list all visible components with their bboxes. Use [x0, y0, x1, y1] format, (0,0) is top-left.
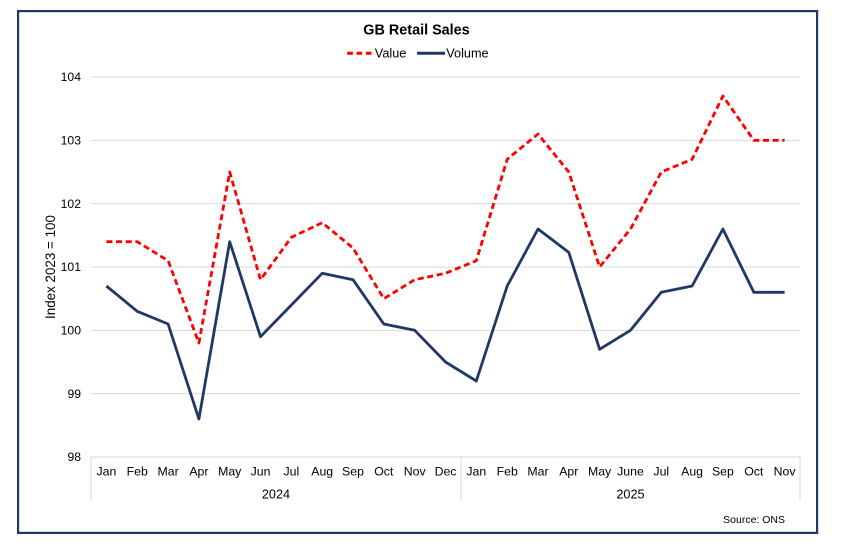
svg-text:103: 103 — [61, 133, 82, 147]
svg-text:May: May — [218, 465, 242, 479]
svg-text:Jan: Jan — [466, 465, 486, 479]
svg-text:102: 102 — [61, 197, 82, 211]
svg-text:Jul: Jul — [284, 465, 300, 479]
svg-text:99: 99 — [67, 387, 81, 401]
svg-text:Jun: Jun — [251, 465, 271, 479]
svg-text:2025: 2025 — [616, 488, 644, 502]
svg-text:Oct: Oct — [744, 465, 764, 479]
svg-text:Jan: Jan — [96, 465, 116, 479]
svg-text:101: 101 — [61, 260, 82, 274]
svg-text:Sep: Sep — [712, 465, 734, 479]
svg-text:Sep: Sep — [342, 465, 364, 479]
svg-text:Feb: Feb — [497, 465, 518, 479]
svg-text:GB Retail Sales: GB Retail Sales — [363, 22, 469, 38]
svg-text:Apr: Apr — [559, 465, 578, 479]
svg-text:Apr: Apr — [189, 465, 208, 479]
svg-text:Dec: Dec — [435, 465, 457, 479]
svg-text:Mar: Mar — [158, 465, 179, 479]
svg-text:May: May — [588, 465, 612, 479]
svg-text:Value: Value — [375, 47, 407, 61]
svg-text:Aug: Aug — [681, 465, 703, 479]
svg-text:Source: ONS: Source: ONS — [723, 514, 785, 526]
svg-text:Volume: Volume — [446, 47, 488, 61]
svg-text:June: June — [617, 465, 644, 479]
svg-text:100: 100 — [61, 323, 82, 337]
svg-text:Nov: Nov — [404, 465, 427, 479]
svg-text:104: 104 — [61, 70, 82, 84]
svg-text:98: 98 — [67, 450, 81, 464]
svg-text:Nov: Nov — [774, 465, 797, 479]
svg-text:2024: 2024 — [262, 488, 290, 502]
svg-text:Index 2023 = 100: Index 2023 = 100 — [43, 215, 58, 319]
svg-text:Aug: Aug — [311, 465, 333, 479]
svg-text:Jul: Jul — [653, 465, 669, 479]
svg-text:Mar: Mar — [527, 465, 548, 479]
svg-text:Feb: Feb — [127, 465, 148, 479]
svg-text:Oct: Oct — [374, 465, 394, 479]
